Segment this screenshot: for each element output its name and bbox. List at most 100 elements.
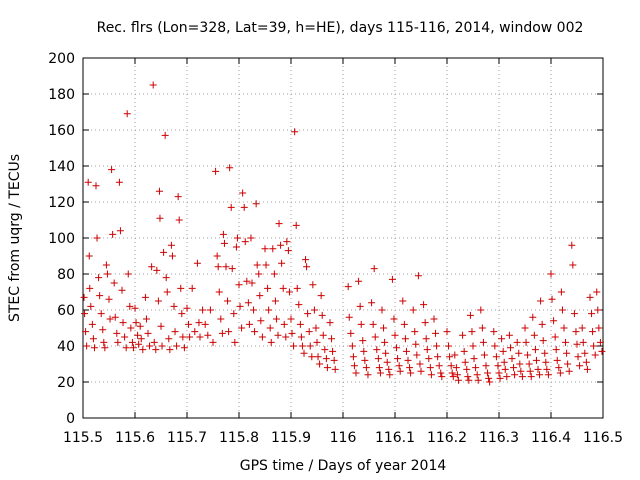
data-point — [105, 295, 113, 303]
data-point — [430, 315, 438, 323]
data-point — [434, 353, 442, 361]
x-tick-label: 116.1 — [375, 430, 415, 446]
data-point — [310, 306, 318, 314]
data-point — [177, 284, 185, 292]
data-point — [165, 335, 173, 343]
data-point — [412, 340, 420, 348]
data-point — [109, 230, 117, 238]
data-point — [432, 329, 440, 337]
data-point — [316, 360, 324, 368]
axis-ticks — [82, 57, 604, 419]
data-point — [321, 346, 329, 354]
data-point — [171, 328, 179, 336]
data-point — [572, 328, 580, 336]
data-point — [461, 358, 469, 366]
data-point — [485, 374, 493, 382]
data-point — [574, 353, 582, 361]
data-point — [306, 342, 314, 350]
data-point — [175, 216, 183, 224]
data-point — [347, 329, 355, 337]
data-point — [258, 333, 266, 341]
data-point — [214, 263, 222, 271]
data-point — [568, 241, 576, 249]
data-point — [362, 364, 370, 372]
data-point — [288, 329, 296, 337]
data-point — [449, 373, 457, 381]
data-point — [83, 342, 91, 350]
data-point — [498, 335, 506, 343]
data-point — [529, 313, 537, 321]
data-point — [312, 324, 320, 332]
data-point — [314, 353, 322, 361]
data-point — [261, 245, 269, 253]
data-point — [271, 297, 279, 305]
data-point — [522, 338, 530, 346]
data-point — [156, 214, 164, 222]
data-point — [126, 302, 134, 310]
data-point — [563, 349, 571, 357]
y-tick-label: 40 — [57, 339, 75, 355]
data-point — [317, 292, 325, 300]
data-point — [435, 362, 443, 370]
data-point — [228, 265, 236, 273]
data-point — [438, 373, 446, 381]
data-point — [89, 335, 97, 343]
x-tick-label: 116 — [330, 430, 357, 446]
data-point — [149, 81, 157, 89]
x-tick-label: 116.5 — [583, 430, 623, 446]
data-point — [238, 324, 246, 332]
y-tick-label: 60 — [57, 303, 75, 319]
data-point — [114, 338, 122, 346]
data-point — [543, 365, 551, 373]
data-point — [326, 319, 334, 327]
data-point — [451, 351, 459, 359]
data-point — [331, 365, 339, 373]
data-point — [108, 166, 116, 174]
data-point — [503, 373, 511, 381]
data-point — [185, 320, 193, 328]
data-point — [162, 274, 170, 282]
data-point — [235, 281, 243, 289]
data-point — [217, 315, 225, 323]
x-axis-title: GPS time / Days of year 2014 — [240, 458, 447, 474]
data-point — [388, 275, 396, 283]
data-point — [390, 315, 398, 323]
data-point — [245, 320, 253, 328]
data-point — [283, 238, 291, 246]
data-point — [510, 364, 518, 372]
data-point — [302, 256, 310, 264]
x-tick-label: 116.4 — [531, 430, 571, 446]
data-point — [134, 331, 142, 339]
data-point — [508, 355, 516, 363]
data-point — [473, 371, 481, 379]
data-point — [225, 328, 233, 336]
data-point — [142, 315, 150, 323]
y-tick-label: 140 — [48, 159, 75, 175]
data-point — [492, 353, 500, 361]
data-point — [570, 310, 578, 318]
data-point — [448, 369, 456, 377]
grid-lines — [83, 58, 603, 418]
data-point — [368, 299, 376, 307]
data-point — [166, 346, 174, 354]
data-point — [423, 346, 431, 354]
data-point — [287, 315, 295, 323]
data-point — [96, 292, 104, 300]
data-point — [262, 261, 270, 269]
data-point — [282, 333, 290, 341]
data-point — [374, 355, 382, 363]
data-point — [527, 373, 535, 381]
data-point — [499, 347, 507, 355]
data-point — [322, 355, 330, 363]
data-point — [81, 310, 89, 318]
data-point — [146, 342, 154, 350]
data-point — [454, 376, 462, 384]
data-point — [586, 293, 594, 301]
data-point — [596, 338, 604, 346]
data-point — [359, 337, 367, 345]
data-point — [511, 371, 519, 379]
data-point — [102, 261, 110, 269]
data-point — [300, 349, 308, 357]
data-point — [505, 331, 513, 339]
data-point — [474, 376, 482, 384]
